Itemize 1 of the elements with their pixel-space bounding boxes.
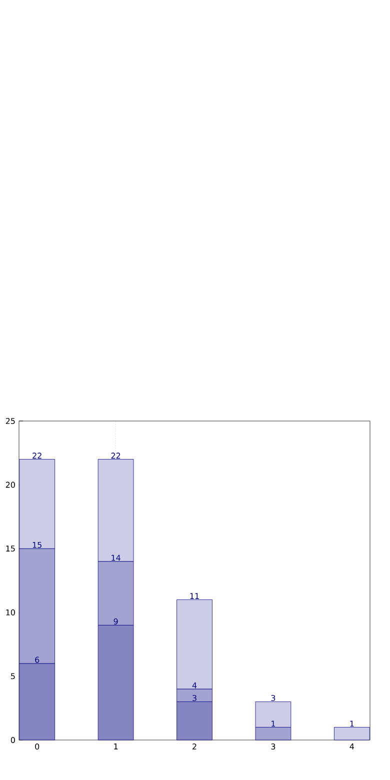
bar [334, 727, 370, 740]
